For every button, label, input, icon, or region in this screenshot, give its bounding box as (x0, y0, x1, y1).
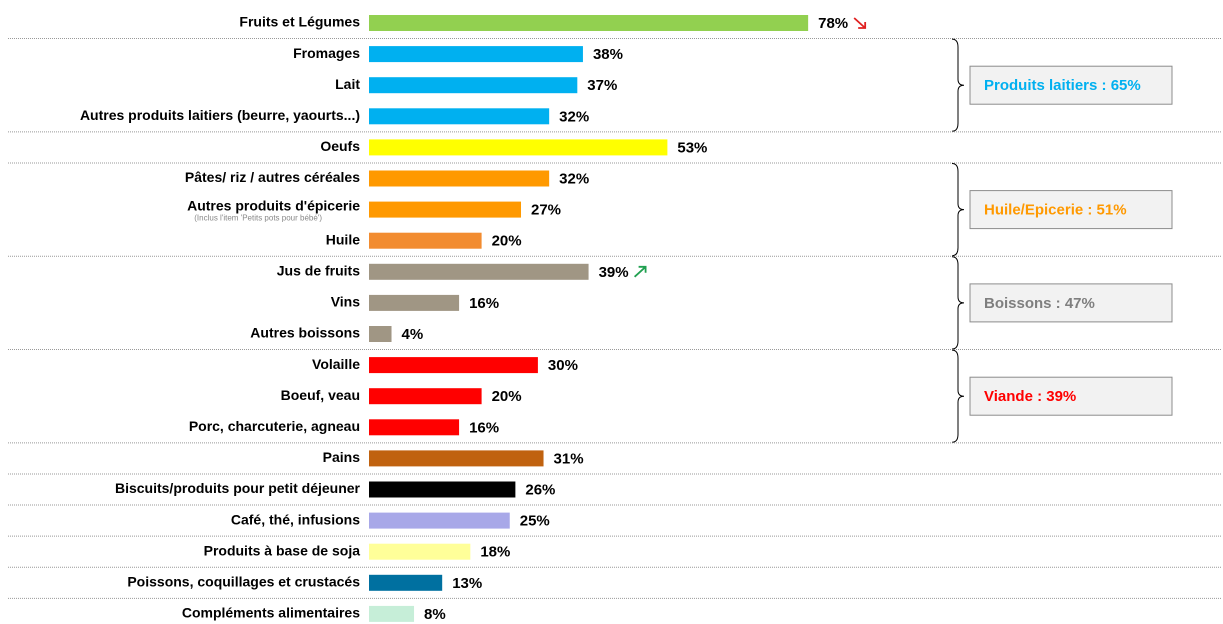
value-label: 39% (599, 264, 629, 281)
value-label: 78% (818, 15, 848, 32)
group-box (969, 376, 1173, 416)
category-label: Vins (331, 294, 361, 310)
bar (369, 108, 550, 125)
value-label: 20% (492, 233, 522, 250)
bar (369, 139, 668, 156)
bar (369, 388, 482, 405)
group-box (969, 283, 1173, 323)
group-brace (951, 163, 965, 257)
bar (369, 574, 443, 591)
bar (369, 326, 392, 342)
category-label: Oeufs (320, 138, 360, 154)
bar (369, 512, 510, 529)
bar (369, 170, 550, 187)
bar (369, 450, 544, 467)
group-box (969, 65, 1173, 105)
bar (369, 15, 809, 31)
value-label: 30% (548, 357, 578, 374)
group-label: Boissons : 47% (984, 295, 1095, 312)
category-label: Fruits et Légumes (239, 14, 360, 30)
value-label: 18% (480, 544, 510, 561)
value-label: 13% (452, 575, 482, 592)
category-label: Huile (326, 231, 360, 247)
category-label: Fromages (293, 45, 360, 61)
group-label: Huile/Epicerie : 51% (984, 202, 1127, 219)
bar (369, 294, 460, 311)
bar (369, 357, 538, 374)
bar (369, 419, 460, 436)
value-label: 27% (531, 202, 561, 219)
category-label: Autres produits laitiers (beurre, yaourt… (80, 107, 360, 123)
category-label: Jus de fruits (277, 263, 360, 279)
bar (369, 605, 415, 622)
category-label: Lait (335, 76, 360, 92)
category-label: Boeuf, veau (281, 387, 360, 403)
group-label: Viande : 39% (984, 388, 1076, 405)
category-label: Porc, charcuterie, agneau (189, 418, 360, 434)
value-label: 16% (469, 295, 499, 312)
group-label: Produits laitiers : 65% (984, 77, 1141, 94)
category-label: Pains (323, 449, 361, 465)
bar (369, 481, 516, 498)
value-label: 16% (469, 419, 499, 436)
value-label: 31% (554, 450, 584, 467)
group-box (969, 190, 1173, 230)
category-label: Café, thé, infusions (231, 511, 360, 527)
bar (369, 201, 522, 218)
value-label: 37% (587, 77, 617, 94)
category-note: (Inclus l'item 'Petits pots pour bébé') (194, 214, 322, 223)
bar (369, 77, 578, 94)
value-label: 26% (525, 481, 555, 498)
bar (369, 543, 471, 560)
group-brace (951, 256, 965, 350)
value-label: 20% (492, 388, 522, 405)
group-brace (951, 38, 965, 132)
bar (369, 232, 482, 249)
trend-arrow (853, 17, 867, 29)
category-label: Volaille (312, 356, 360, 372)
category-label: Compléments alimentaires (182, 605, 360, 621)
value-label: 32% (559, 170, 589, 187)
trend-arrow (633, 265, 647, 278)
category-label: Autres produits d'épicerie (187, 197, 360, 213)
value-label: 38% (593, 46, 623, 63)
category-label: Pâtes/ riz / autres céréales (185, 169, 360, 185)
category-label: Autres boissons (250, 325, 360, 341)
category-label: Poissons, coquillages et crustacés (127, 574, 360, 590)
value-label: 53% (677, 139, 707, 156)
value-label: 25% (520, 513, 550, 530)
bar (369, 263, 589, 280)
bar (369, 46, 583, 63)
group-brace (951, 349, 965, 443)
category-label: Biscuits/produits pour petit déjeuner (115, 480, 361, 496)
value-label: 8% (424, 606, 446, 623)
value-label: 4% (402, 326, 424, 343)
category-label: Produits à base de soja (204, 542, 361, 558)
value-label: 32% (559, 108, 589, 125)
